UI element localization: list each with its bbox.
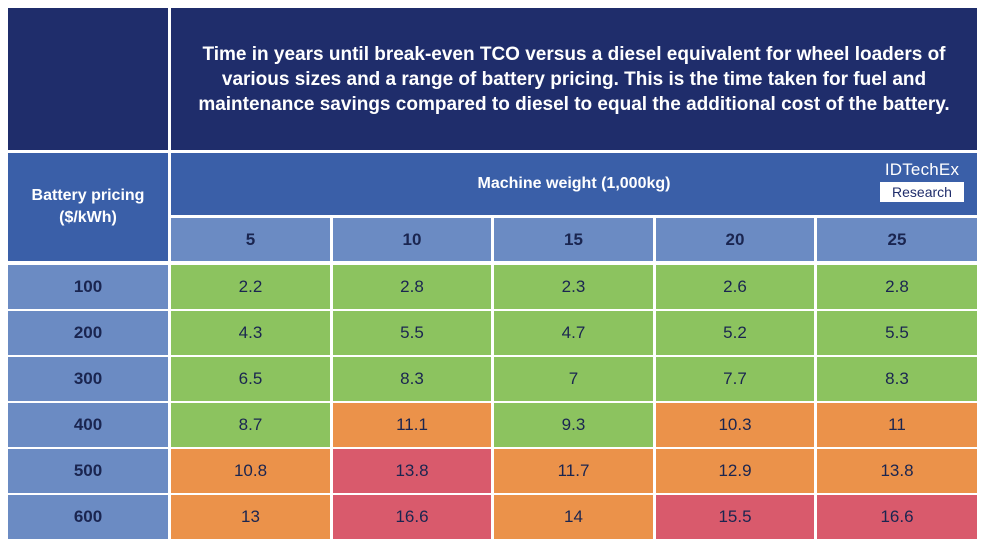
- row-axis-label: Battery pricing ($/kWh): [8, 153, 168, 261]
- column-header: 5: [171, 218, 330, 261]
- value-cell: 4.3: [171, 311, 330, 355]
- logo-top-text: IDTechEx: [884, 160, 960, 179]
- value-cell: 10.8: [171, 449, 330, 493]
- col-axis-label: Machine weight (1,000kg): [171, 153, 977, 215]
- logo-bottom-text: Research: [880, 182, 964, 202]
- value-cell: 8.3: [333, 357, 491, 401]
- column-header: 20: [656, 218, 814, 261]
- value-cell: 10.3: [656, 403, 814, 447]
- row-header: 100: [8, 265, 168, 309]
- row-header: 500: [8, 449, 168, 493]
- value-cell: 2.8: [817, 265, 977, 309]
- row-header: 200: [8, 311, 168, 355]
- value-cell: 11.1: [333, 403, 491, 447]
- value-cell: 8.3: [817, 357, 977, 401]
- value-cell: 13.8: [817, 449, 977, 493]
- value-cell: 5.5: [333, 311, 491, 355]
- value-cell: 2.2: [171, 265, 330, 309]
- chart-title: Time in years until break-even TCO versu…: [171, 8, 977, 150]
- value-cell: 16.6: [817, 495, 977, 539]
- value-cell: 11.7: [494, 449, 653, 493]
- value-cell: 4.7: [494, 311, 653, 355]
- idtechex-logo: IDTechEx Research: [880, 160, 964, 206]
- column-header: 15: [494, 218, 653, 261]
- value-cell: 12.9: [656, 449, 814, 493]
- value-cell: 5.5: [817, 311, 977, 355]
- value-cell: 13.8: [333, 449, 491, 493]
- row-header: 300: [8, 357, 168, 401]
- value-cell: 14: [494, 495, 653, 539]
- row-header: 600: [8, 495, 168, 539]
- value-cell: 2.8: [333, 265, 491, 309]
- row-header: 400: [8, 403, 168, 447]
- corner-block: [8, 8, 168, 150]
- value-cell: 16.6: [333, 495, 491, 539]
- column-header: 25: [817, 218, 977, 261]
- value-cell: 9.3: [494, 403, 653, 447]
- value-cell: 15.5: [656, 495, 814, 539]
- value-cell: 2.6: [656, 265, 814, 309]
- value-cell: 2.3: [494, 265, 653, 309]
- value-cell: 8.7: [171, 403, 330, 447]
- value-cell: 7.7: [656, 357, 814, 401]
- column-header: 10: [333, 218, 491, 261]
- value-cell: 13: [171, 495, 330, 539]
- value-cell: 7: [494, 357, 653, 401]
- value-cell: 5.2: [656, 311, 814, 355]
- row-axis-label-text: Battery pricing ($/kWh): [31, 187, 145, 226]
- value-cell: 6.5: [171, 357, 330, 401]
- value-cell: 11: [817, 403, 977, 447]
- col-axis-label-text: Machine weight (1,000kg): [477, 175, 671, 192]
